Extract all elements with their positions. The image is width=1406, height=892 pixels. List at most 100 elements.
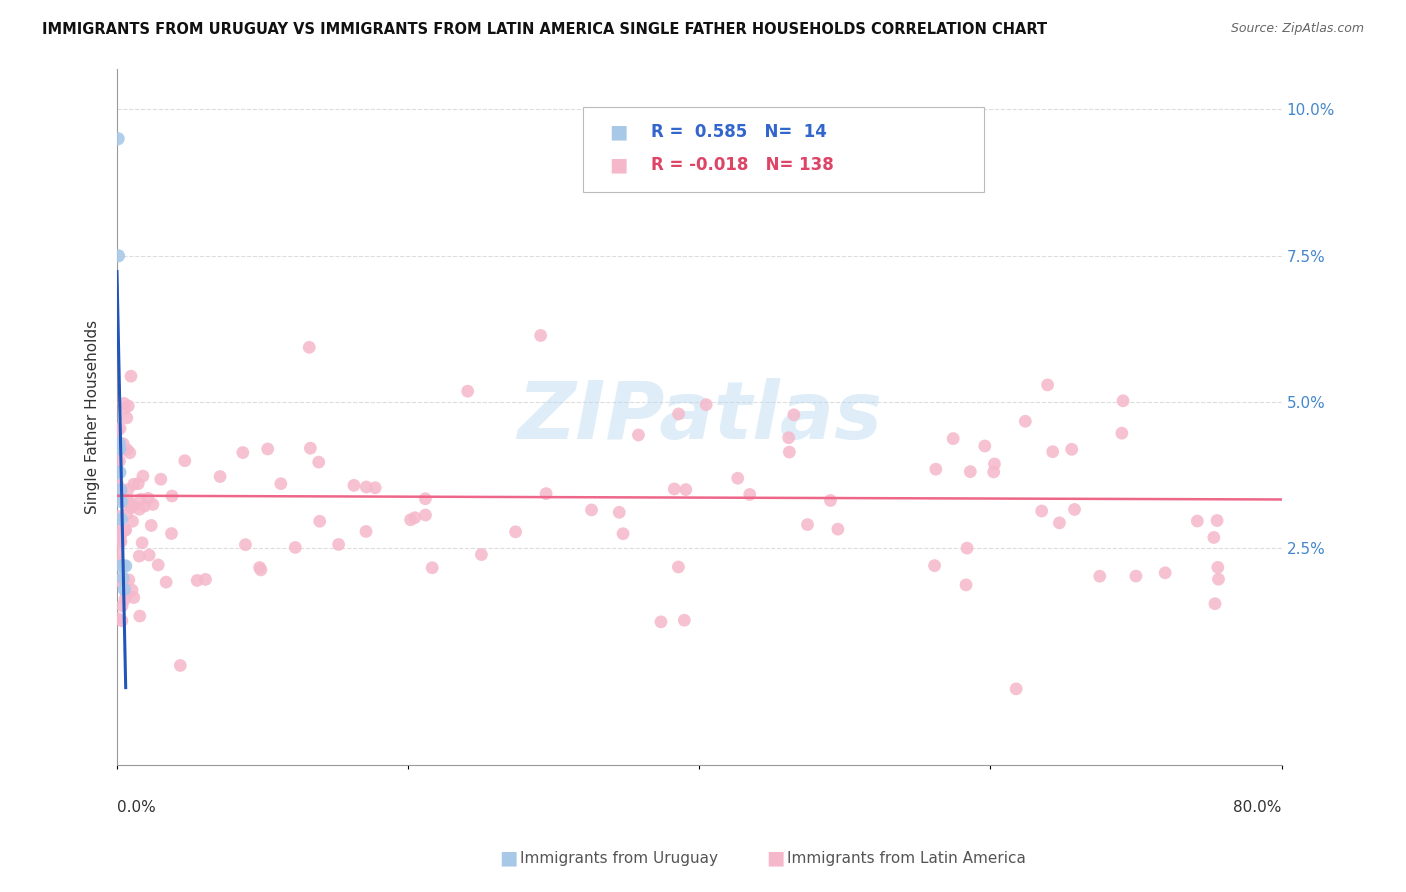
Point [666, 560, 689, 574]
Point [343, 478, 366, 492]
Point [250, 563, 273, 577]
Point [128, 502, 150, 516]
Point [107, 611, 129, 625]
Point [956, 541, 979, 555]
Point [232, 445, 254, 459]
Point [627, 428, 650, 442]
Point [738, 487, 761, 501]
Point [118, 495, 141, 509]
Point [270, 476, 292, 491]
Point [256, 442, 278, 456]
Point [115, 508, 138, 522]
Point [783, 408, 806, 422]
Text: ■: ■ [609, 122, 627, 142]
Point [983, 457, 1005, 471]
Point [1206, 514, 1229, 528]
Point [142, 497, 165, 511]
Point [110, 534, 132, 549]
Point [111, 483, 134, 497]
Point [112, 492, 135, 507]
Point [149, 472, 172, 486]
Point [107, 509, 129, 524]
Point [136, 491, 159, 506]
Text: ■: ■ [766, 848, 785, 868]
Point [110, 526, 132, 541]
Point [108, 436, 131, 450]
Point [114, 523, 136, 537]
Point [942, 432, 965, 446]
Point [160, 489, 183, 503]
Point [107, 443, 129, 458]
Point [108, 442, 131, 456]
Point [505, 524, 527, 539]
Point [664, 482, 686, 496]
Point [1036, 377, 1059, 392]
Point [1005, 681, 1028, 696]
Point [138, 548, 160, 562]
Point [668, 407, 690, 421]
Point [107, 545, 129, 559]
Point [530, 328, 553, 343]
Point [675, 483, 697, 497]
Point [122, 591, 145, 605]
Text: 0.0%: 0.0% [117, 800, 156, 815]
Point [328, 537, 350, 551]
Point [108, 524, 131, 538]
Point [155, 575, 177, 590]
Point [1060, 442, 1083, 457]
Point [112, 437, 135, 451]
Text: Immigrants from Latin America: Immigrants from Latin America [787, 851, 1026, 865]
Text: Source: ZipAtlas.com: Source: ZipAtlas.com [1230, 22, 1364, 36]
Point [120, 369, 142, 384]
Point [107, 555, 129, 569]
Point [160, 526, 183, 541]
Point [131, 536, 153, 550]
Point [727, 471, 749, 485]
Point [110, 512, 132, 526]
Point [1063, 502, 1085, 516]
Point [1088, 569, 1111, 583]
Point [973, 439, 995, 453]
Y-axis label: Single Father Households: Single Father Households [86, 319, 100, 514]
Point [581, 503, 603, 517]
Point [796, 517, 818, 532]
Point [112, 396, 135, 410]
Point [415, 491, 437, 506]
Point [299, 441, 322, 455]
Point [983, 465, 1005, 479]
Point [209, 469, 232, 483]
Point [955, 578, 977, 592]
Point [470, 548, 492, 562]
Point [298, 340, 321, 354]
Point [134, 499, 156, 513]
Text: IMMIGRANTS FROM URUGUAY VS IMMIGRANTS FROM LATIN AMERICA SINGLE FATHER HOUSEHOLD: IMMIGRANTS FROM URUGUAY VS IMMIGRANTS FR… [42, 22, 1047, 37]
Point [404, 510, 426, 524]
Point [132, 469, 155, 483]
Point [122, 477, 145, 491]
Point [107, 530, 129, 544]
Point [108, 421, 131, 435]
Point [169, 658, 191, 673]
Point [1031, 504, 1053, 518]
Point [110, 558, 132, 573]
Point [925, 462, 948, 476]
Point [1047, 516, 1070, 530]
Point [111, 614, 134, 628]
Point [235, 538, 257, 552]
Point [173, 454, 195, 468]
Point [127, 476, 149, 491]
Point [110, 533, 132, 547]
Point [107, 424, 129, 438]
Point [1204, 597, 1226, 611]
Point [115, 442, 138, 457]
Point [820, 493, 842, 508]
Point [107, 132, 129, 146]
Point [114, 558, 136, 573]
Point [186, 574, 208, 588]
Point [364, 481, 387, 495]
Point [415, 508, 437, 522]
Point [118, 573, 141, 587]
Text: 80.0%: 80.0% [1233, 800, 1281, 815]
Point [650, 615, 672, 629]
Point [1112, 393, 1135, 408]
